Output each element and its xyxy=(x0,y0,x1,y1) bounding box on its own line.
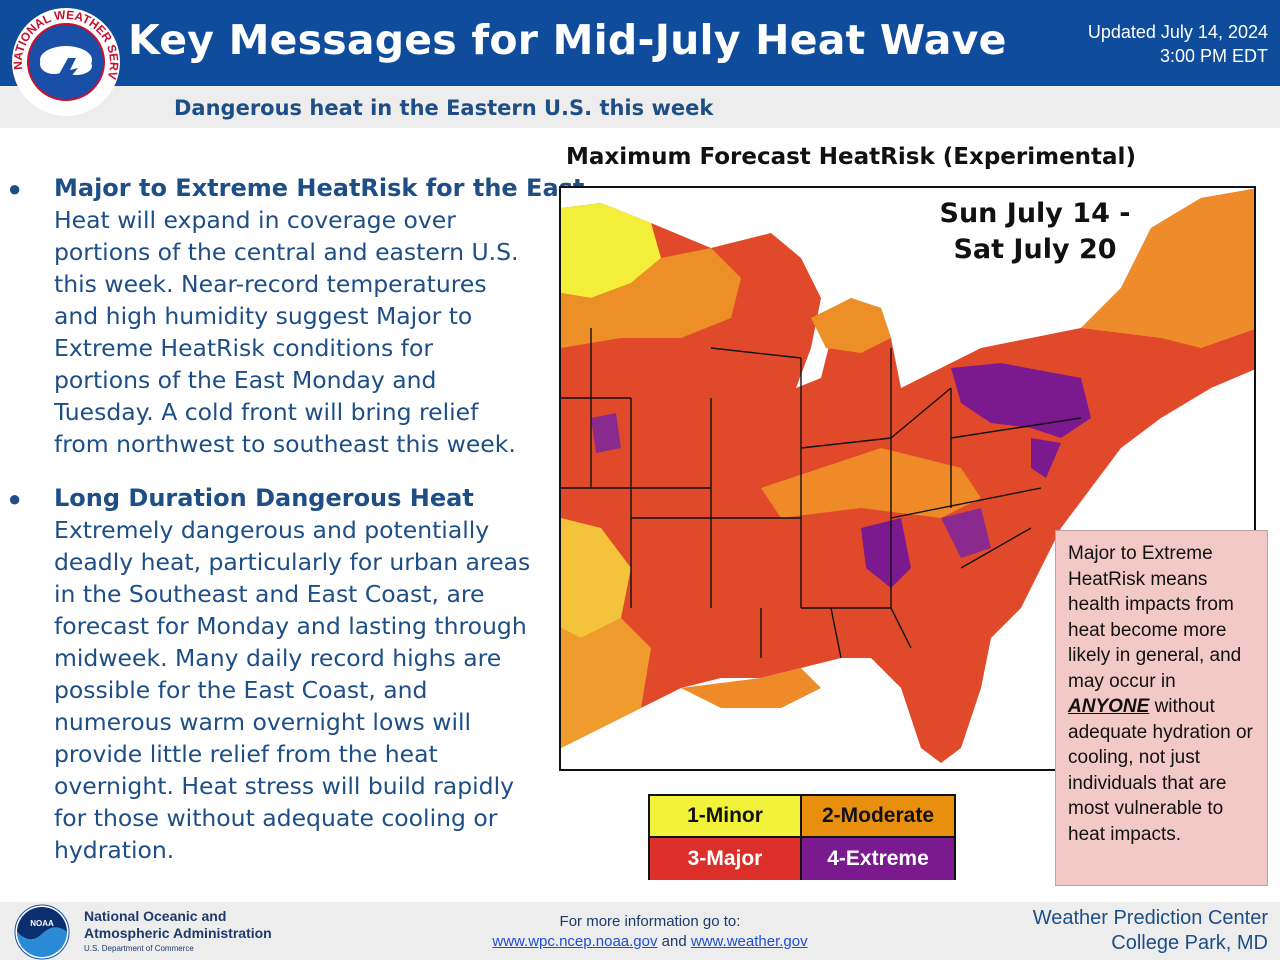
legend-moderate: 2-Moderate xyxy=(802,796,954,838)
more-info-links: www.wpc.ncep.noaa.gov and www.weather.go… xyxy=(440,932,860,952)
extreme-region xyxy=(941,508,991,558)
note-text-end: without adequate hydration or cooling, n… xyxy=(1068,696,1253,845)
noaa-name-line: Atmospheric Administration xyxy=(84,925,272,941)
minor-region xyxy=(561,203,661,298)
text-line: for those without adequate cooling or xyxy=(54,804,498,832)
noaa-name: National Oceanic and Atmospheric Adminis… xyxy=(84,908,272,942)
heatrisk-legend: 1-Minor 2-Moderate 3-Major 4-Extreme xyxy=(648,794,956,880)
state-borders xyxy=(561,328,1082,659)
extreme-region xyxy=(861,518,911,588)
text-line: and high humidity suggest Major to xyxy=(54,302,473,330)
date-range: Sun July 14 - Sat July 20 xyxy=(920,196,1150,268)
noaa-logo: NOAA xyxy=(14,904,70,960)
note-text: Major to Extreme HeatRisk means health i… xyxy=(1068,543,1242,692)
moderate-region xyxy=(1081,188,1254,348)
bullet-dot: ● xyxy=(8,176,22,201)
legend-label: 2-Moderate xyxy=(821,804,935,827)
footer-bar xyxy=(0,902,1280,960)
moderate-region xyxy=(561,248,741,348)
heatrisk-note: Major to Extreme HeatRisk means health i… xyxy=(1055,530,1268,886)
wpc-location: College Park, MD xyxy=(1111,932,1268,954)
extreme-region xyxy=(591,413,621,453)
legend-label: 3-Major xyxy=(687,847,763,870)
legend-extreme: 4-Extreme xyxy=(802,838,954,880)
heatrisk-map xyxy=(559,186,1256,771)
extreme-region xyxy=(951,363,1091,438)
header-bar xyxy=(0,0,1280,86)
more-info: For more information go to: www.wpc.ncep… xyxy=(440,912,860,952)
page-title: Key Messages for Mid-July Heat Wave xyxy=(128,16,1007,64)
page-subtitle: Dangerous heat in the Eastern U.S. this … xyxy=(174,96,714,120)
text-line: Extremely dangerous and potentially xyxy=(54,516,490,544)
key-message-text: Heat will expand in coverage over portio… xyxy=(54,204,544,460)
text-line: Extreme HeatRisk conditions for xyxy=(54,334,433,362)
bullet-dot: ● xyxy=(8,486,22,511)
map-title: Maximum Forecast HeatRisk (Experimental) xyxy=(566,144,1136,170)
text-line: midweek. Many daily record highs are xyxy=(54,644,502,672)
noaa-name-line: National Oceanic and xyxy=(84,908,227,924)
legend-label: 1-Minor xyxy=(687,804,763,827)
text-line: overnight. Heat stress will build rapidl… xyxy=(54,772,515,800)
text-line: in the Southeast and East Coast, are xyxy=(54,580,485,608)
updated-timestamp: Updated July 14, 2024 3:00 PM EDT xyxy=(1088,20,1268,68)
text-line: from northwest to southeast this week. xyxy=(54,430,516,458)
date-range-end: Sat July 20 xyxy=(953,234,1117,265)
text-line: provide little relief from the heat xyxy=(54,740,438,768)
text-line: Tuesday. A cold front will bring relief xyxy=(54,398,479,426)
legend-label: 4-Extreme xyxy=(827,847,929,870)
noaa-dept: U.S. Department of Commerce xyxy=(84,944,194,953)
key-message-heading: Long Duration Dangerous Heat xyxy=(54,484,474,512)
legend-minor: 1-Minor xyxy=(650,796,802,838)
more-info-label: For more information go to: xyxy=(559,913,741,930)
nws-logo: NATIONAL WEATHER SERVICE xyxy=(10,6,121,116)
weather-gov-link[interactable]: www.weather.gov xyxy=(690,933,808,950)
moderate-region xyxy=(681,668,821,708)
text-line: portions of the central and eastern U.S. xyxy=(54,238,519,266)
date-range-start: Sun July 14 - xyxy=(939,198,1131,229)
text-line: hydration. xyxy=(54,836,175,864)
text-line: portions of the East Monday and xyxy=(54,366,437,394)
text-line: this week. Near-record temperatures xyxy=(54,270,487,298)
wpc-name: Weather Prediction Center xyxy=(1032,907,1268,929)
and-text: and xyxy=(661,933,687,950)
noaa-logo-text: NOAA xyxy=(30,919,54,928)
moderate-region xyxy=(561,618,651,748)
note-emphasis: ANYONE xyxy=(1068,696,1150,717)
subheader-bar xyxy=(0,86,1280,128)
text-line: possible for the East Coast, and xyxy=(54,676,428,704)
key-message-heading: Major to Extreme HeatRisk for the East xyxy=(54,174,585,202)
legend-major: 3-Major xyxy=(650,838,802,880)
moderate-region xyxy=(811,298,891,353)
updated-date: Updated July 14, 2024 xyxy=(1087,22,1268,42)
text-line: numerous warm overnight lows will xyxy=(54,708,472,736)
text-line: forecast for Monday and lasting through xyxy=(54,612,527,640)
moderate-region xyxy=(761,448,981,518)
text-line: Heat will expand in coverage over xyxy=(54,206,456,234)
minor-region xyxy=(561,518,631,638)
updated-time: 3:00 PM EDT xyxy=(1159,46,1268,66)
wpc-link[interactable]: www.wpc.ncep.noaa.gov xyxy=(492,933,658,950)
key-message-text: Extremely dangerous and potentially dead… xyxy=(54,514,544,866)
wpc-credit: Weather Prediction Center College Park, … xyxy=(1033,906,1268,956)
text-line: deadly heat, particularly for urban area… xyxy=(54,548,531,576)
extreme-region xyxy=(1031,438,1061,478)
map-graphic xyxy=(561,188,1254,763)
